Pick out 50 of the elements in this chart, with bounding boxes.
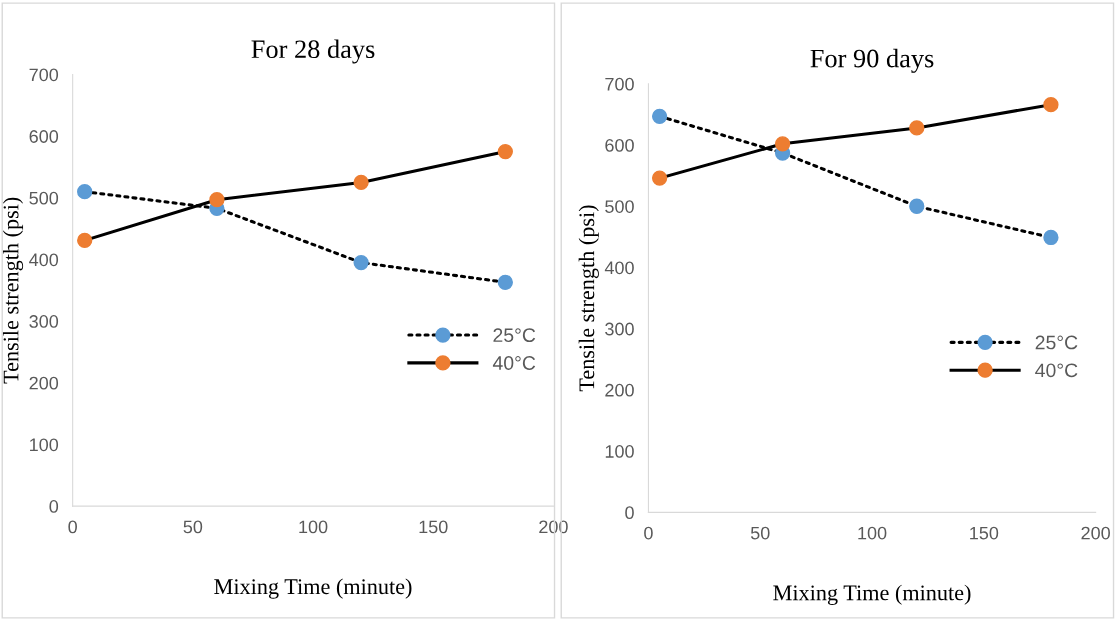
point (909, 198, 925, 214)
legend-label: 40°C (1035, 363, 1078, 378)
y-tick-label: 700 (605, 77, 634, 91)
point (651, 170, 668, 186)
y-axis-title: Tensile strength (psi) (578, 205, 599, 392)
y-tick-label: 400 (29, 253, 59, 267)
point (209, 192, 225, 208)
x-tick-label: 200 (1081, 526, 1110, 540)
point (497, 143, 513, 160)
point (353, 254, 369, 271)
x-axis-title: Mixing Time (minute) (773, 584, 971, 605)
y-tick-label: 600 (29, 130, 59, 143)
y-tick-label: 0 (625, 506, 634, 520)
y-tick-label: 600 (605, 138, 634, 152)
x-tick-label: 50 (750, 526, 770, 540)
x-tick-label: 150 (970, 526, 999, 540)
point (651, 108, 668, 124)
x-tick-label: 100 (858, 526, 887, 540)
chart-title: For 28 days (251, 39, 375, 64)
point (353, 174, 369, 191)
point (909, 120, 925, 136)
y-tick-label: 200 (605, 383, 634, 397)
point (1043, 97, 1059, 113)
y-tick-label: 400 (604, 261, 634, 275)
chart-title: For 90 days (810, 48, 934, 73)
x-tick-label: 150 (419, 520, 448, 534)
y-tick-label: 700 (29, 68, 59, 82)
x-tick-label: 50 (183, 520, 203, 534)
x-tick-label: 0 (68, 520, 77, 534)
y-axis-title: Tensile strength (psi) (2, 197, 24, 384)
point (774, 136, 791, 152)
y-tick-label: 300 (29, 315, 59, 328)
x-tick-label: 200 (539, 520, 568, 534)
x-tick-label: 100 (299, 520, 328, 534)
point (1043, 229, 1059, 246)
x-axis-title: Mixing Time (minute) (214, 578, 412, 599)
y-tick-label: 100 (30, 438, 59, 452)
y-tick-label: 300 (605, 322, 634, 336)
y-tick-label: 500 (605, 200, 634, 213)
point (77, 184, 93, 200)
y-tick-label: 200 (29, 376, 59, 390)
y-tick-label: 0 (49, 500, 59, 513)
legend-label: 40°C (492, 356, 536, 370)
x-tick-label: 0 (644, 526, 653, 540)
y-tick-label: 100 (605, 445, 634, 458)
legend-label: 25°C (493, 328, 536, 343)
point (497, 274, 513, 290)
legend-label: 25°C (1035, 335, 1078, 350)
y-tick-label: 500 (29, 191, 59, 205)
point (77, 232, 93, 249)
